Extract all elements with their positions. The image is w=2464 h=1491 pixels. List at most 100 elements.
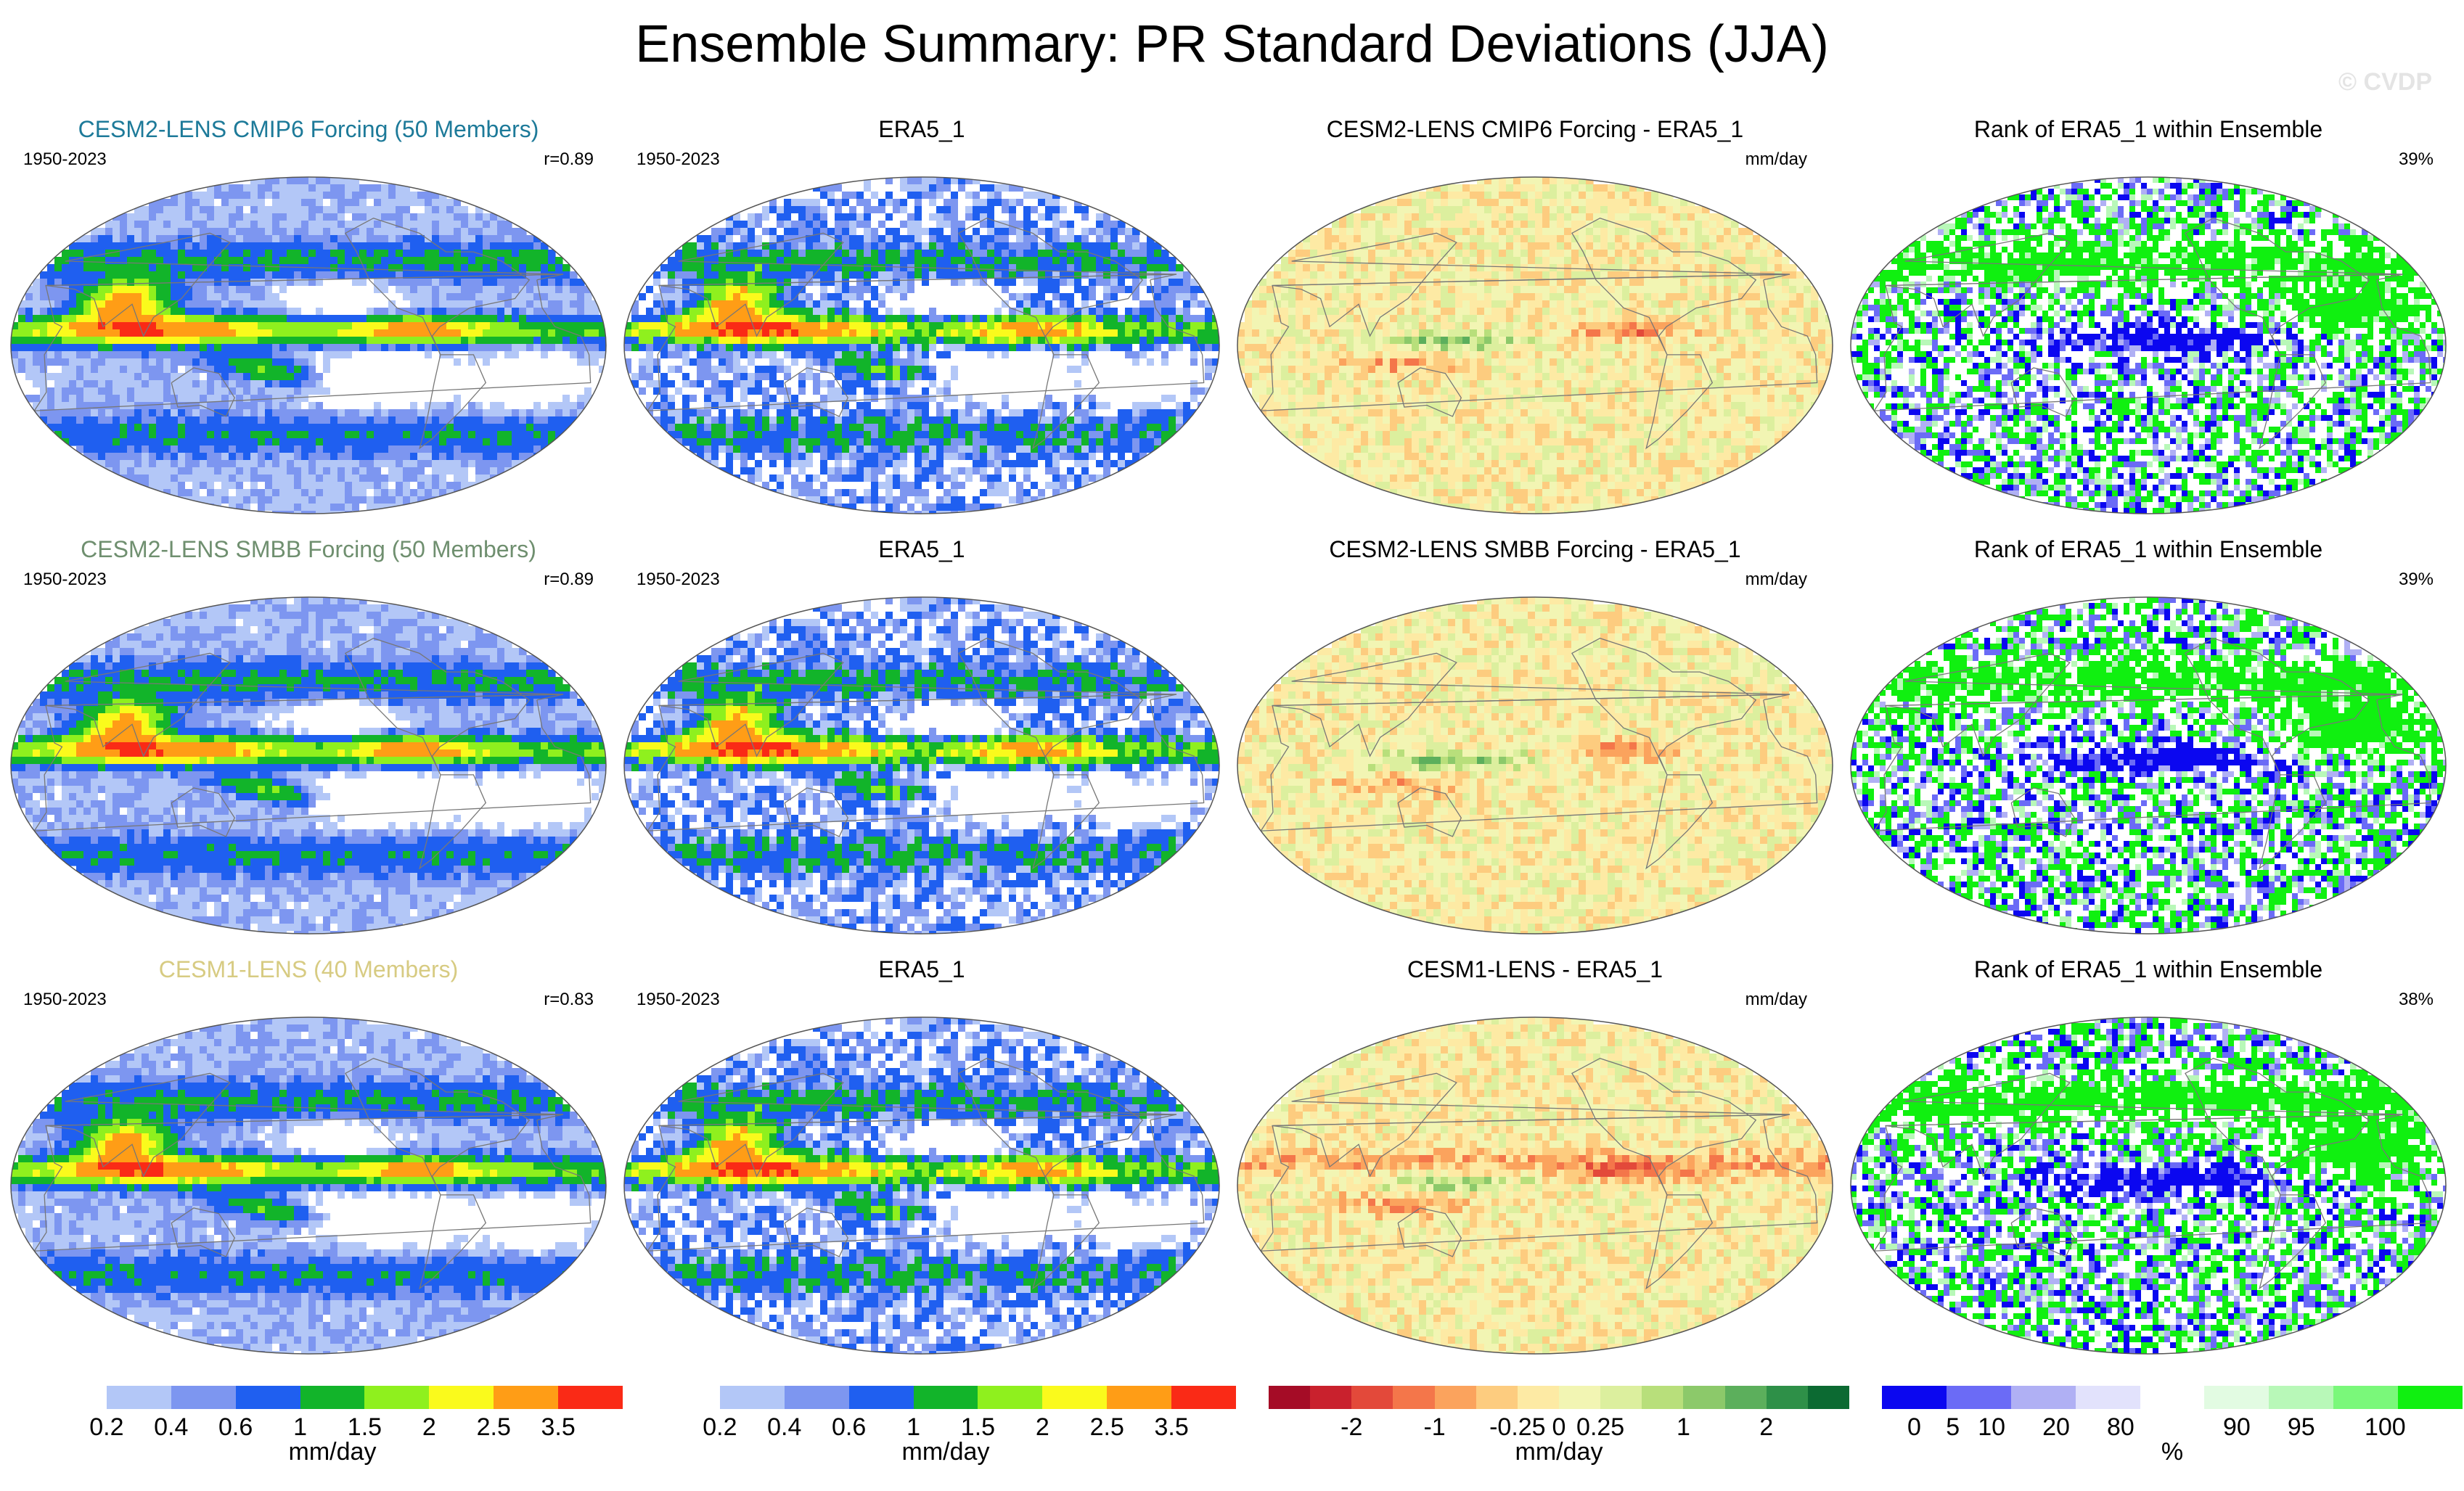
map-cell (1212, 329, 1219, 337)
map-cell (417, 308, 425, 316)
map-cell (381, 206, 389, 214)
map-cell (301, 395, 309, 403)
map-cell (842, 250, 850, 258)
map-cell (1176, 322, 1184, 330)
map-cell (374, 358, 382, 366)
map-cell (388, 489, 396, 497)
map-cell (330, 242, 338, 250)
map-cell (849, 192, 857, 200)
map-cell (1176, 315, 1184, 323)
map-cell (192, 242, 200, 250)
map-cell (446, 221, 454, 229)
map-cell (584, 366, 592, 374)
map-cell (1190, 351, 1198, 359)
map-cell (1147, 329, 1155, 337)
map-cell (856, 271, 864, 279)
map-cell (221, 431, 229, 439)
map-cell (1074, 235, 1082, 243)
map-cell (316, 213, 324, 221)
map-cell (454, 250, 462, 258)
map-cell (439, 380, 447, 388)
map-cell (987, 286, 995, 294)
map-cell (236, 489, 244, 497)
map-cell (461, 373, 469, 381)
map-cell (1052, 206, 1060, 214)
map-cell (439, 475, 447, 482)
map-cell (1183, 286, 1191, 294)
map-cell (951, 213, 959, 221)
map-cell (994, 308, 1002, 316)
map-cell (900, 199, 908, 207)
map-cell (740, 337, 748, 345)
map-cell (660, 373, 668, 381)
map-cell (624, 337, 632, 345)
map-cell (316, 293, 324, 301)
map-cell (483, 358, 491, 366)
map-cell (864, 308, 872, 316)
map-cell (83, 264, 91, 272)
map-cell (885, 177, 893, 185)
map-cell (243, 286, 251, 294)
map-cell (243, 453, 251, 461)
map-cell (25, 337, 33, 345)
map-cell (944, 199, 951, 207)
map-cell (120, 344, 128, 352)
map-cell (337, 344, 345, 352)
map-cell (279, 228, 287, 236)
map-cell (396, 184, 404, 192)
map-cell (76, 337, 84, 345)
map-cell (308, 380, 316, 388)
map-cell (454, 453, 462, 461)
map-cell (432, 206, 440, 214)
map-cell (250, 351, 258, 359)
map-cell (156, 286, 164, 294)
map-cell (287, 475, 295, 482)
map-cell (214, 402, 222, 410)
map-cell (439, 308, 447, 316)
map-cell (711, 315, 719, 323)
map-cell (1060, 293, 1068, 301)
map-cell (497, 453, 505, 461)
map-cell (432, 337, 440, 345)
map-cell (1009, 264, 1017, 272)
map-cell (1009, 250, 1017, 258)
map-cell (1125, 279, 1133, 287)
map-cell (519, 424, 527, 432)
map-cell (192, 257, 200, 265)
map-cell (1118, 315, 1126, 323)
map-cell (221, 315, 229, 323)
map-cell (1154, 366, 1162, 374)
map-cell (806, 250, 814, 258)
map-cell (250, 199, 258, 207)
map-cell (562, 264, 570, 272)
map-cell (1139, 264, 1147, 272)
map-cell (689, 250, 697, 258)
map-cell (258, 192, 266, 200)
map-cell (994, 242, 1002, 250)
map-cell (265, 242, 273, 250)
map-cell (704, 373, 712, 381)
map-cell (171, 402, 179, 410)
map-cell (497, 366, 505, 374)
map-cell (951, 329, 959, 337)
map-cell (156, 279, 164, 287)
map-cell (323, 308, 331, 316)
map-cell (490, 221, 498, 229)
map-cell (417, 228, 425, 236)
map-cell (490, 315, 498, 323)
map-cell (279, 293, 287, 301)
map-cell (1031, 257, 1039, 265)
map-cell (907, 228, 915, 236)
map-cell (944, 279, 951, 287)
map-cell (849, 329, 857, 337)
map-cell (330, 329, 338, 337)
map-cell (185, 192, 193, 200)
map-cell (987, 308, 995, 316)
map-cell (221, 300, 229, 308)
map-cell (265, 467, 273, 475)
map-cell (352, 300, 360, 308)
map-cell (396, 286, 404, 294)
map-cell (1009, 373, 1017, 381)
map-cell (668, 337, 676, 345)
map-cell (1089, 221, 1097, 229)
